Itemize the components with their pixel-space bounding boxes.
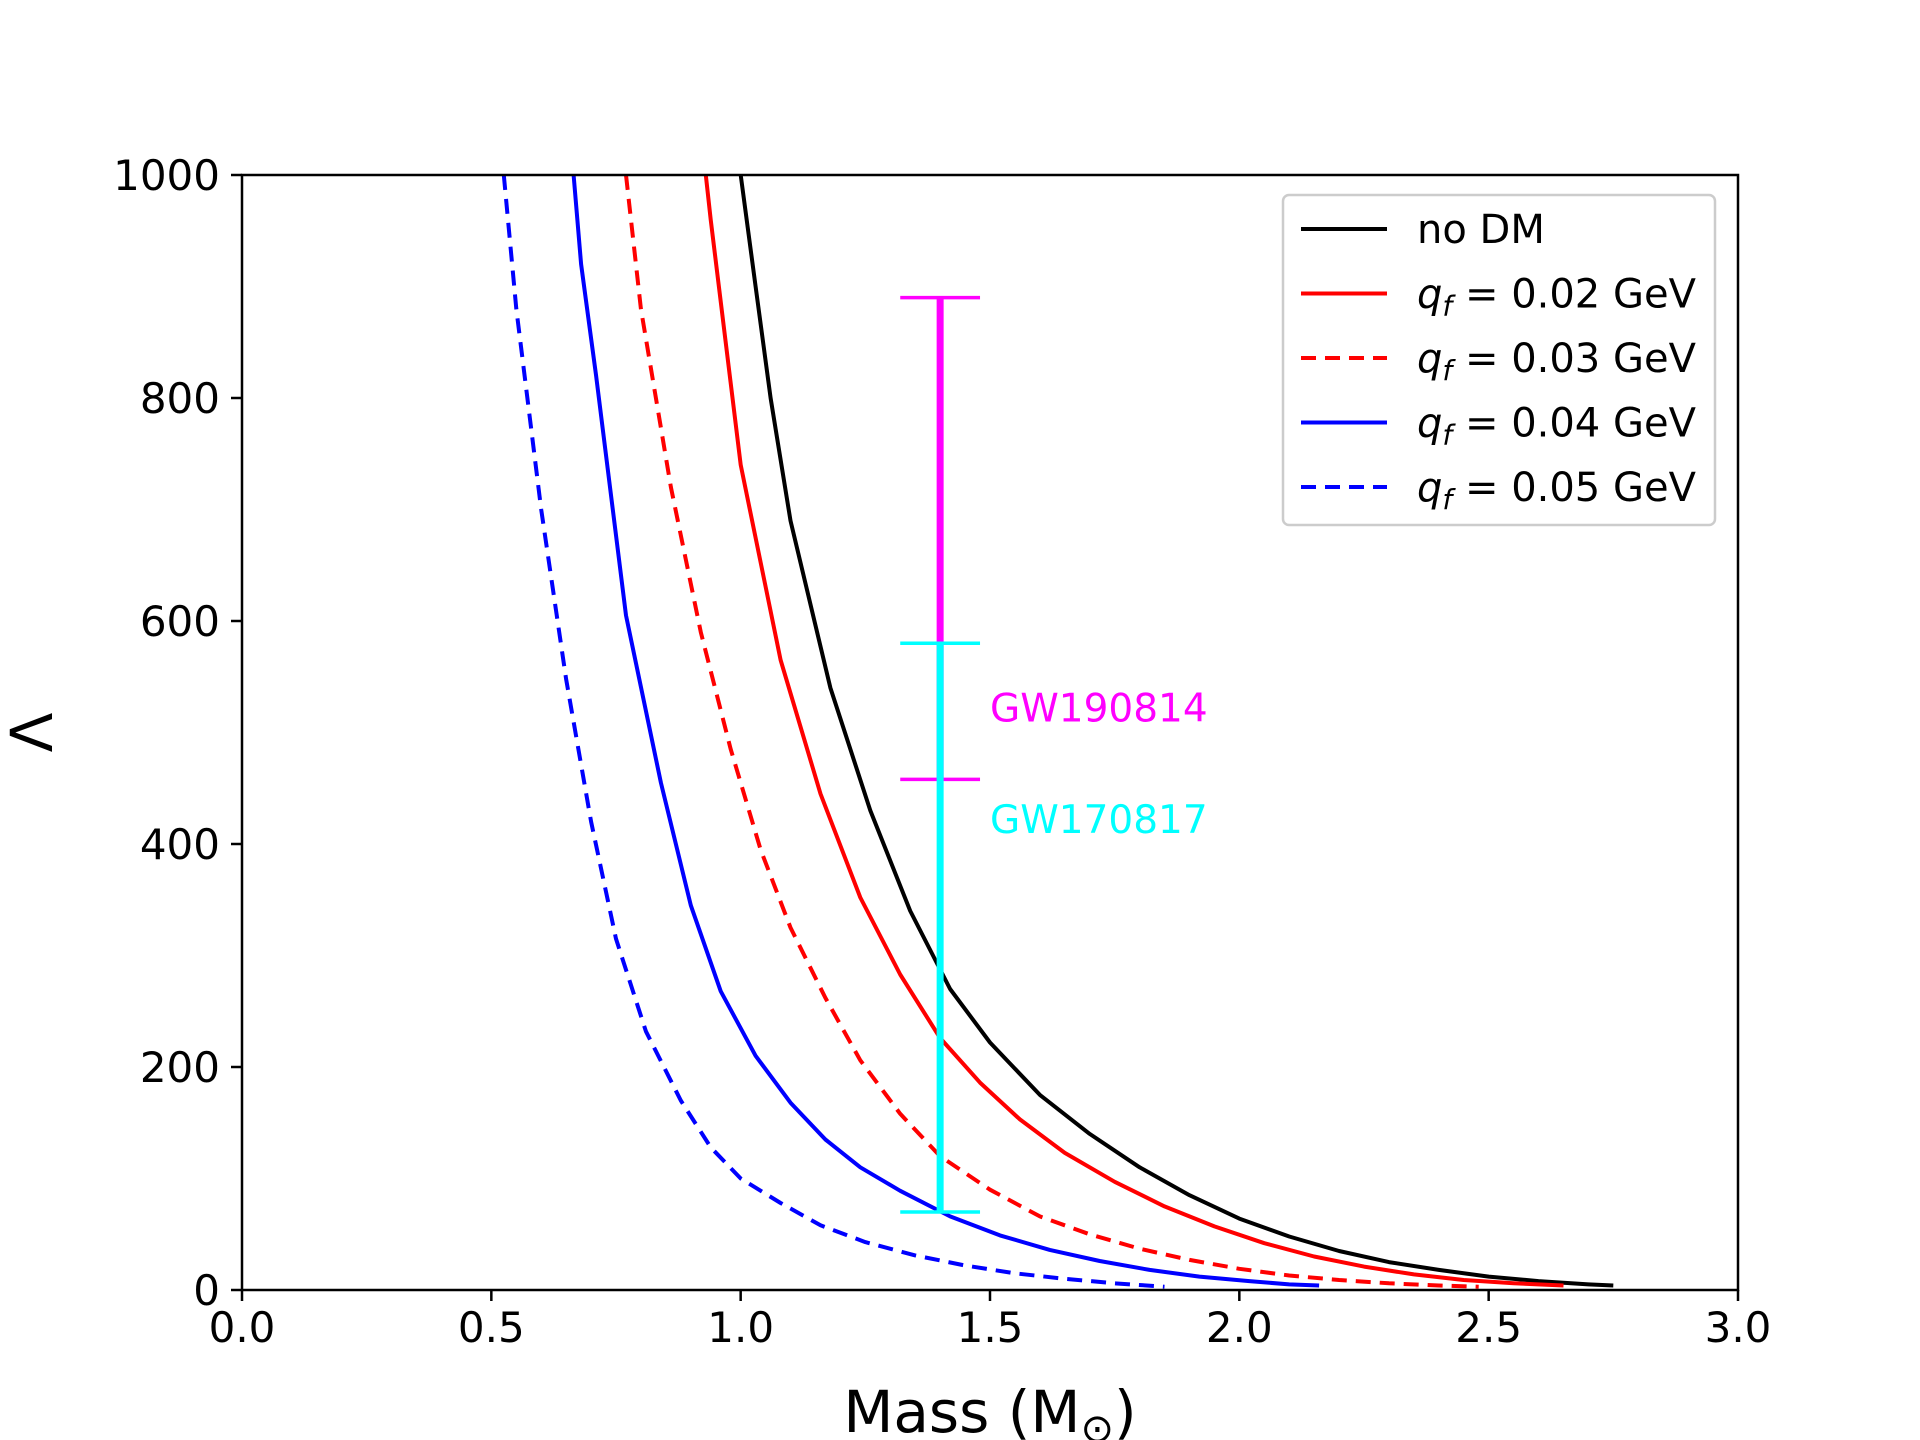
legend-label-value: = 0.02 GeV: [1452, 272, 1696, 318]
series-line-1: [703, 175, 1564, 1288]
series-line-0: [738, 175, 1614, 1288]
legend-box: [1281, 193, 1717, 527]
legend-label-symbol: q: [1417, 465, 1442, 511]
legend-label-1: qf = 0.02 GeV: [1417, 272, 1697, 323]
errorbar-GW190814: GW190814: [900, 295, 1208, 782]
y-tick-label-4: 800: [140, 374, 220, 423]
legend: no DM qf = 0.02 GeV qf = 0.03 GeV qf = 0.04…: [1281, 193, 1717, 527]
y-tick-label-0: 0: [193, 1266, 220, 1315]
x-axis-label-close: ): [1114, 1378, 1137, 1440]
x-tick-label-5: 2.5: [1455, 1303, 1522, 1352]
x-tick-label-4: 2.0: [1206, 1303, 1273, 1352]
y-axis-label: Λ: [0, 712, 66, 752]
x-tick-label-2: 1.0: [707, 1303, 774, 1352]
errorbar-GW170817: GW170817: [900, 641, 1208, 1214]
series-line-3: [571, 175, 1320, 1288]
legend-label-symbol: q: [1417, 336, 1442, 382]
legend-label-3: qf = 0.04 GeV: [1417, 401, 1697, 452]
legend-label-value: = 0.05 GeV: [1452, 465, 1696, 511]
x-axis-label-subscript: ⊙: [1080, 1406, 1114, 1440]
y-tick-label-1: 200: [140, 1043, 220, 1092]
series-line-2: [624, 175, 1479, 1289]
y-tick-label-3: 600: [140, 597, 220, 646]
legend-label-value: = 0.04 GeV: [1452, 401, 1696, 447]
x-axis-label-text: Mass (M: [843, 1378, 1080, 1440]
legend-label-value: = 0.03 GeV: [1452, 336, 1696, 382]
plot-area: GW190814 GW170817: [501, 175, 1614, 1289]
legend-label-symbol: q: [1417, 272, 1442, 318]
legend-label-4: qf = 0.05 GeV: [1417, 465, 1697, 516]
y-tick-label-5: 1000: [113, 151, 220, 200]
y-tick-label-2: 400: [140, 820, 220, 869]
x-tick-label-6: 3.0: [1705, 1303, 1772, 1352]
annotation-GW190814: GW190814: [990, 686, 1208, 731]
x-tick-label-0: 0.0: [209, 1303, 276, 1352]
series-line-4: [501, 175, 1165, 1289]
legend-label-2: qf = 0.03 GeV: [1417, 336, 1697, 387]
axes: 0.0 0.5 1.0 1.5 2.0 2.5 3.0 0 200 400 600 800 1000 Ma…: [0, 151, 1771, 1440]
legend-label-0: no DM: [1417, 207, 1545, 253]
x-tick-label-1: 0.5: [458, 1303, 525, 1352]
legend-label-symbol: q: [1417, 401, 1442, 447]
x-axis-label: Mass (M⊙): [843, 1378, 1136, 1440]
x-tick-label-3: 1.5: [957, 1303, 1024, 1352]
annotation-GW170817: GW170817: [990, 798, 1208, 843]
series-group: [501, 175, 1614, 1289]
